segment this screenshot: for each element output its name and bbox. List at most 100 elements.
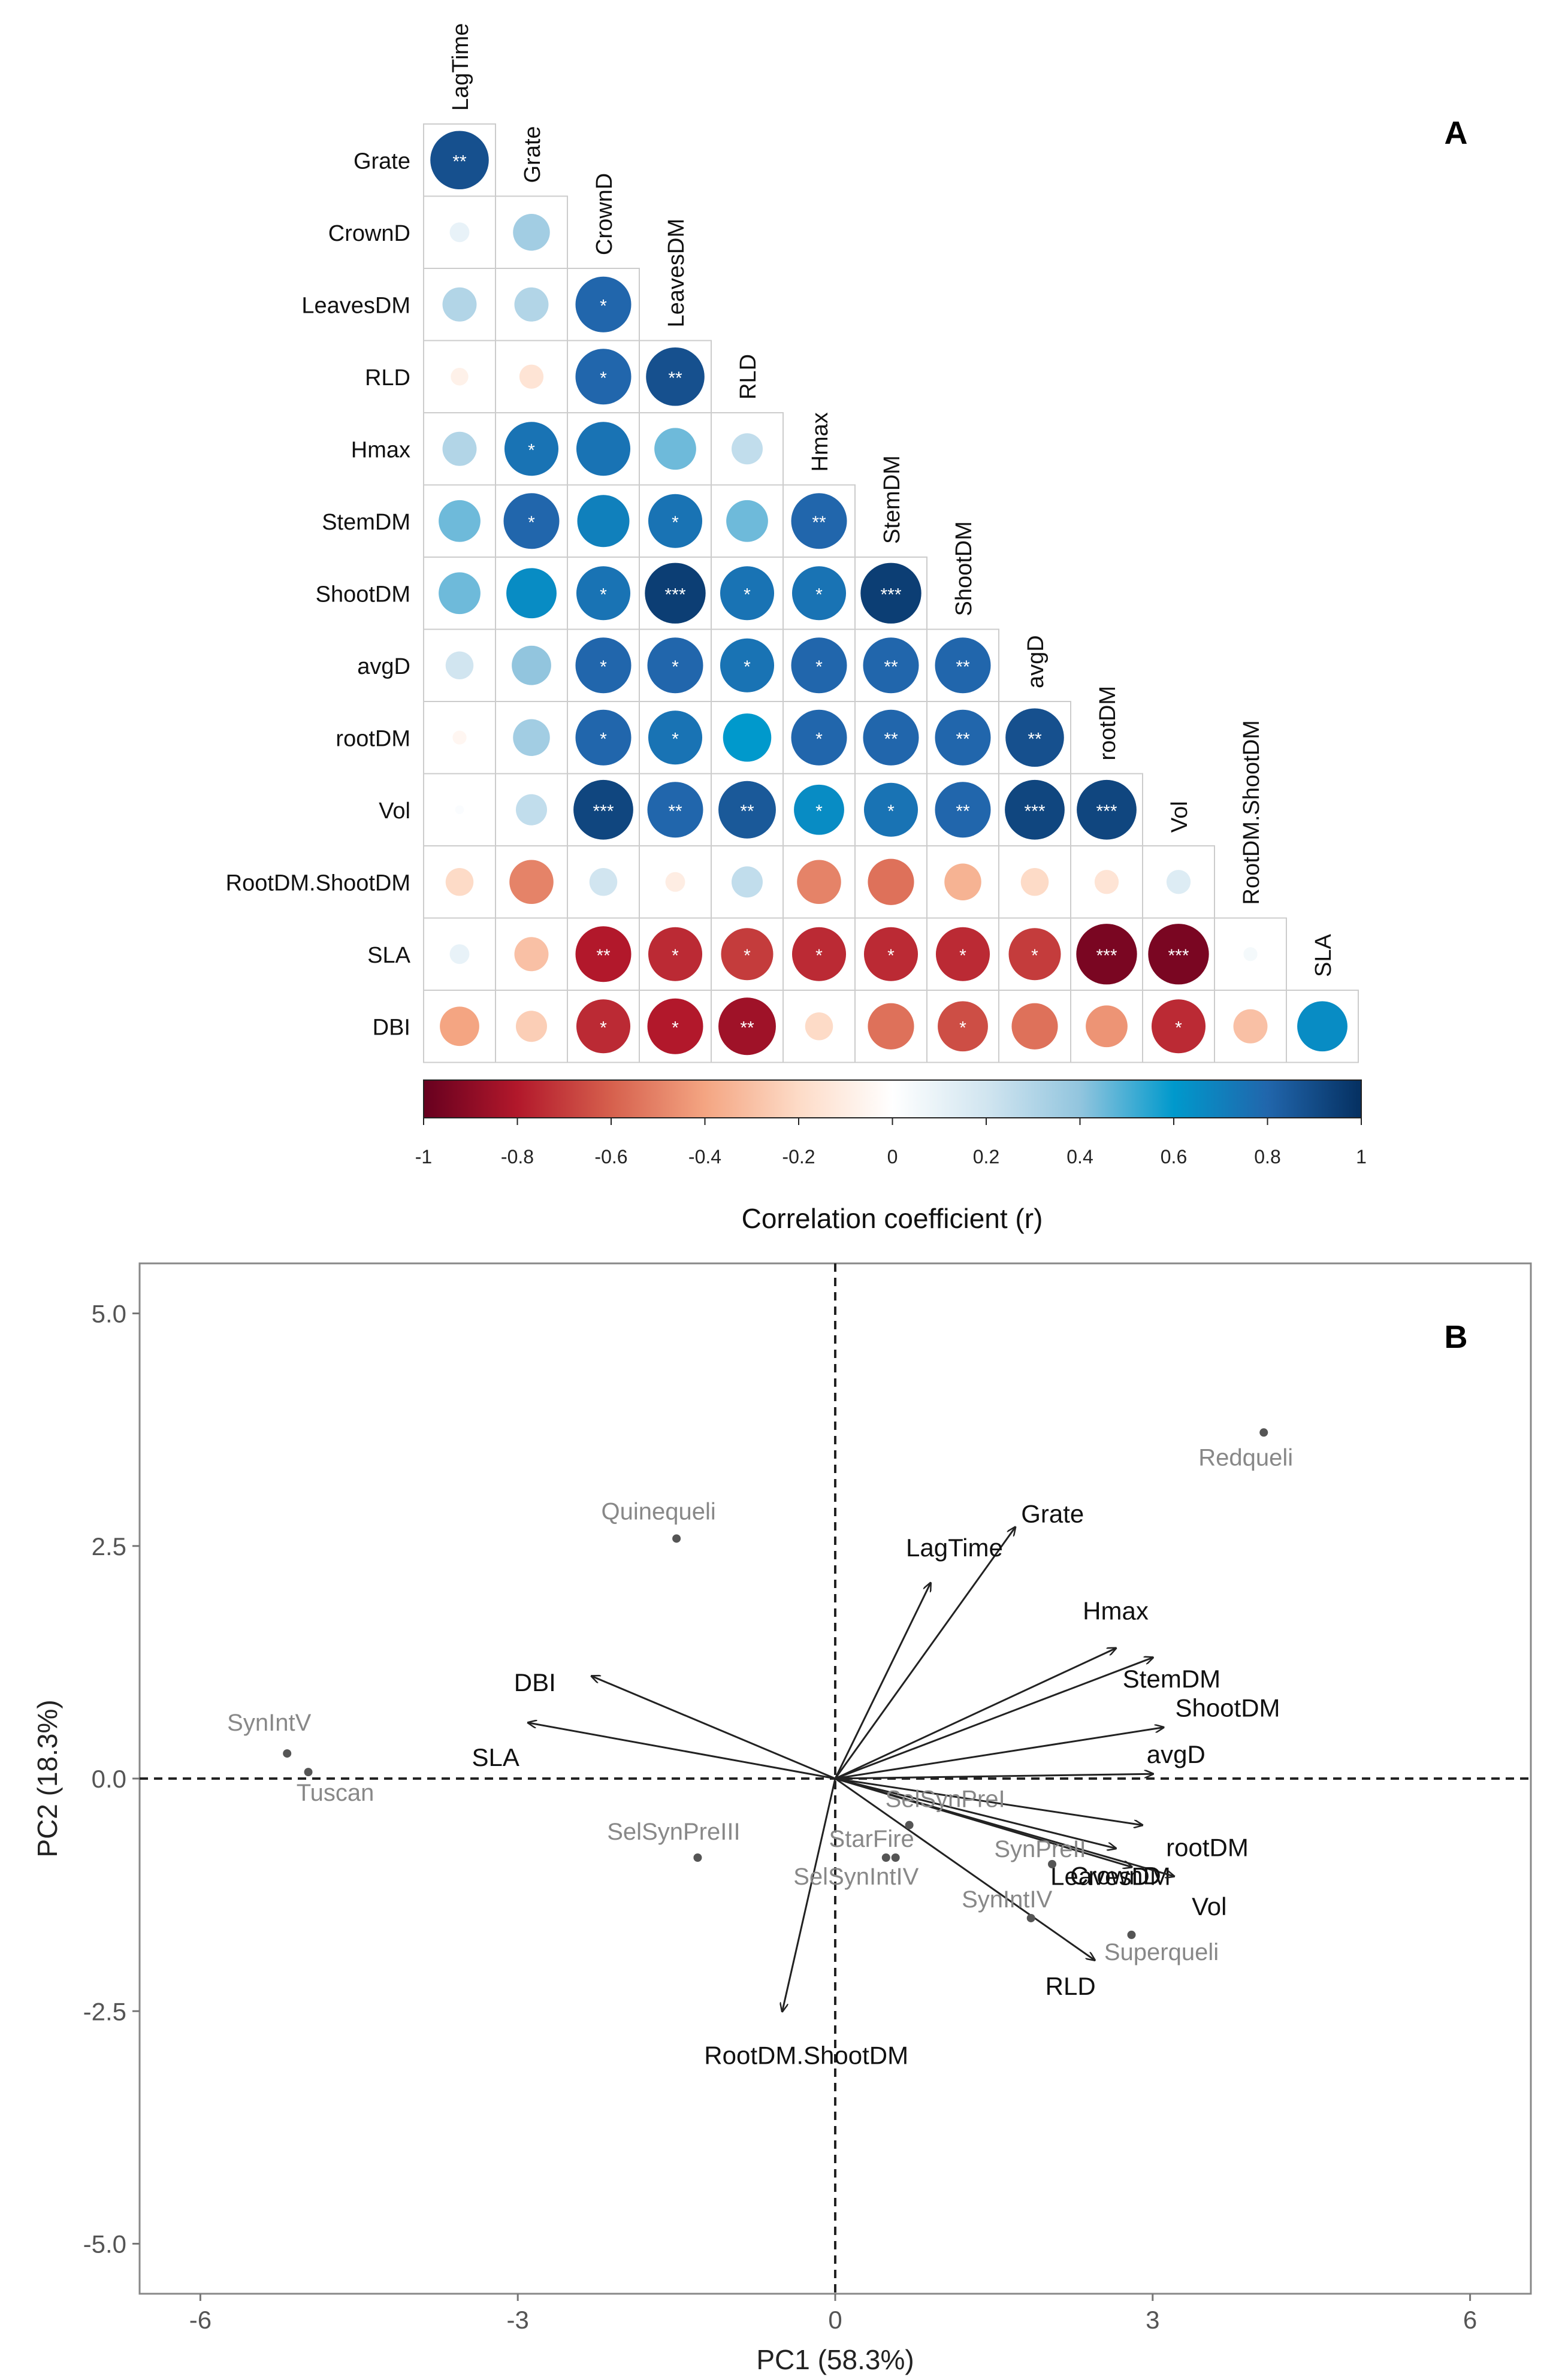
correlogram-panel: A **** **** * *** *** * * **** * * * ** *** * * ** ** ***…: [226, 23, 1468, 1234]
corr-circle: [575, 349, 632, 405]
cultivar-point: [891, 1853, 900, 1862]
corr-row-label: Vol: [379, 799, 410, 824]
corr-significance: *: [744, 657, 751, 677]
corr-circle: [576, 566, 631, 621]
colorbar-tick-label: 0.2: [973, 1146, 999, 1168]
corr-significance: *: [815, 585, 823, 604]
loading-vector-label: Grate: [1021, 1500, 1084, 1528]
corr-circle: [732, 866, 763, 898]
cultivar-point: [905, 1820, 914, 1829]
corr-significance: *: [672, 657, 679, 677]
corr-col-label: ShootDM: [951, 521, 977, 616]
corr-significance: *: [815, 946, 823, 966]
corr-circle: [514, 937, 549, 972]
loading-vector-label: Hmax: [1083, 1597, 1149, 1625]
corr-circle: [791, 637, 847, 694]
corr-significance: **: [956, 802, 970, 821]
corr-row-label: Grate: [354, 149, 410, 174]
corr-circle: [721, 928, 774, 981]
loading-vector: [835, 1649, 1116, 1780]
corr-circle: [654, 428, 696, 470]
corr-circle: [648, 927, 703, 981]
corr-significance: *: [744, 585, 751, 604]
corr-significance: ***: [1096, 802, 1117, 821]
corr-circle: [445, 867, 474, 896]
corr-significance: *: [600, 1018, 607, 1038]
colorbar-tick-label: 0.8: [1254, 1146, 1280, 1168]
corr-circle: [1005, 708, 1064, 767]
corr-circle: [720, 638, 775, 692]
corr-circle: [791, 493, 847, 549]
corr-row-label: DBI: [373, 1015, 410, 1040]
cultivar-label: SynIntV: [227, 1710, 311, 1736]
corr-cell: [423, 990, 496, 1063]
corr-significance: *: [815, 729, 823, 749]
corr-row-label: StemDM: [322, 510, 410, 535]
x-tick-label: -3: [507, 2306, 529, 2334]
colorbar-tick-label: -0.4: [688, 1146, 721, 1168]
corr-significance: **: [668, 368, 682, 388]
corr-significance: **: [452, 152, 467, 171]
corr-circle: [647, 782, 703, 838]
corr-circle: [935, 927, 990, 981]
corr-circle: [575, 276, 632, 332]
corr-circle: [449, 944, 470, 964]
corr-circle: [718, 997, 776, 1056]
corr-circle: [516, 794, 547, 825]
corr-significance: **: [956, 657, 970, 677]
loading-vector-label: Vol: [1192, 1892, 1226, 1921]
cultivar-point: [1127, 1930, 1136, 1939]
corr-col-label: RLD: [736, 354, 761, 400]
corr-col-label: rootDM: [1095, 686, 1120, 761]
cultivar-point: [881, 1853, 890, 1862]
corr-circle: [449, 222, 470, 243]
cultivar-point: [304, 1768, 313, 1777]
corr-significance: ***: [1168, 946, 1189, 966]
loading-vector-label: avgD: [1147, 1740, 1205, 1768]
corr-circle: [452, 730, 467, 745]
colorbar-tick-label: 0.4: [1066, 1146, 1093, 1168]
cultivar-label: SelSynPreIII: [607, 1819, 740, 1845]
corr-circle: [791, 709, 847, 766]
corr-circle: [791, 927, 847, 981]
corr-significance: **: [740, 1018, 754, 1038]
corr-significance: *: [672, 513, 679, 533]
y-tick-label: 0.0: [92, 1765, 126, 1793]
corr-circle: [868, 858, 914, 905]
corr-significance: *: [744, 946, 751, 966]
corr-row-label: Hmax: [351, 437, 410, 462]
corr-row-label: ShootDM: [316, 582, 410, 607]
corr-circle: [442, 287, 477, 322]
panel-b-label: B: [1445, 1319, 1468, 1355]
corr-significance: ***: [880, 585, 901, 604]
corr-circle: [723, 713, 772, 762]
cultivar-label: SelSynPreI: [886, 1786, 1005, 1813]
corr-circle: [718, 781, 776, 839]
corr-circle: [1077, 779, 1137, 840]
corr-col-label: RootDM.ShootDM: [1239, 720, 1264, 905]
corr-significance: *: [1175, 1018, 1182, 1038]
corr-significance: **: [668, 802, 682, 821]
corr-circle: [575, 637, 632, 694]
corr-col-label: Hmax: [808, 412, 833, 471]
corr-circle: [573, 779, 633, 840]
x-tick-label: -6: [189, 2306, 212, 2334]
cultivar-point: [672, 1534, 681, 1543]
corr-cell: [711, 412, 784, 486]
corr-circle: [439, 572, 481, 615]
loading-vector-label: CrownD: [1070, 1861, 1161, 1889]
cultivar-label: Redqueli: [1198, 1444, 1293, 1471]
corr-circle: [726, 500, 768, 542]
corr-circle: [445, 651, 474, 680]
loading-vector-label: rootDM: [1166, 1834, 1249, 1862]
corr-significance: *: [528, 440, 535, 460]
colorbar-tick-label: 0: [887, 1146, 898, 1168]
colorbar-tick-label: 1: [1356, 1146, 1367, 1168]
cultivar-label: SynIntIV: [962, 1886, 1053, 1913]
corr-circle: [645, 563, 706, 624]
corr-col-label: avgD: [1023, 635, 1049, 688]
pca-points: Redqueli Quinequeli SynIntV Tuscan SelSynPre…: [227, 1428, 1293, 1965]
corr-circle: [1011, 1003, 1058, 1050]
corr-significance: **: [1028, 729, 1042, 749]
cultivar-label: Quinequeli: [601, 1498, 715, 1525]
